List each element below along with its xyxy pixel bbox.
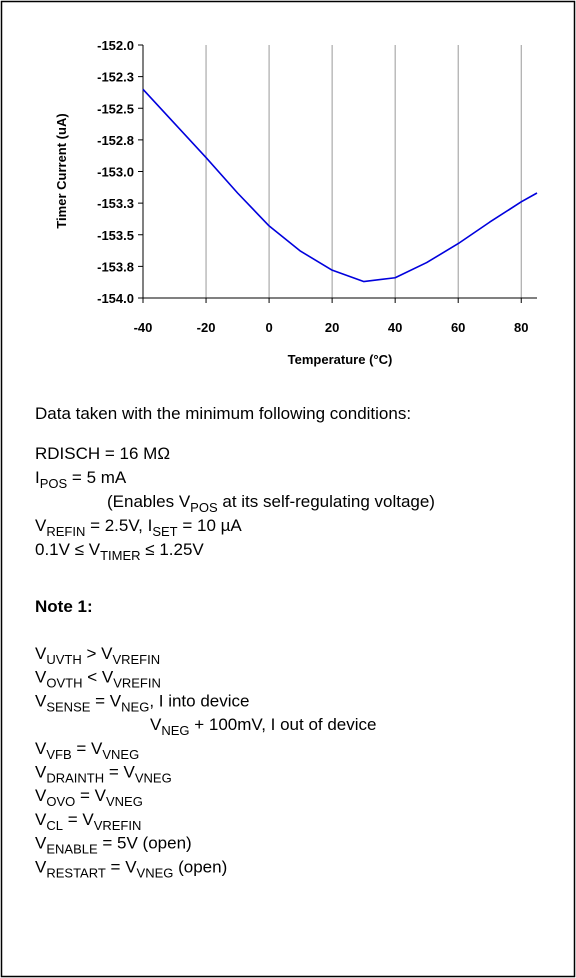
subscript: VNEG [135, 771, 172, 786]
text-run: V [35, 786, 47, 805]
subscript: OVTH [46, 676, 82, 691]
subscript: VNEG [137, 865, 174, 880]
text-line: VENABLE = 5V (open) [35, 834, 192, 857]
text-run: , I into device [149, 691, 249, 710]
subscript: ENABLE [46, 842, 98, 857]
x-tick-label: -40 [134, 320, 153, 335]
text-run: V [150, 715, 162, 734]
x-tick-label: 0 [265, 320, 272, 335]
subscript: RESTART [46, 865, 106, 880]
y-tick-label: -154.0 [97, 291, 134, 306]
text-run: V [35, 516, 47, 535]
text-line: VRESTART = VVNEG (open) [35, 857, 227, 880]
text-line: VCL = VVREFIN [35, 810, 141, 833]
text-line: IPOS = 5 mA [35, 468, 127, 491]
subscript: VREFIN [112, 652, 160, 667]
text-run: I [35, 468, 40, 487]
x-tick-label: 80 [514, 320, 528, 335]
text-line: VUVTH > VVREFIN [35, 644, 160, 667]
text-run: = 10 µA [178, 516, 243, 535]
y-tick-label: -153.3 [97, 196, 134, 211]
text-run: V [35, 644, 47, 663]
y-tick-label: -153.5 [97, 228, 134, 243]
text-run: V [35, 810, 47, 829]
text-run: (open) [173, 857, 227, 876]
subscript: DRAINTH [46, 771, 104, 786]
text-run: = 2.5V, I [85, 516, 152, 535]
y-tick-label: -152.0 [97, 38, 134, 53]
subscript: REFIN [46, 524, 85, 539]
text-run: V [35, 857, 47, 876]
text-run: = V [72, 739, 103, 758]
conditions-heading: Data taken with the minimum following co… [35, 404, 411, 423]
text-line: RDISCH = 16 MΩ [35, 444, 170, 463]
text-line: VREFIN = 2.5V, ISET = 10 µA [35, 516, 242, 539]
text-run: = V [90, 691, 121, 710]
text-line: VDRAINTH = VVNEG [35, 763, 172, 786]
subscript: POS [40, 476, 68, 491]
text-run: > V [82, 644, 113, 663]
subscript: VNEG [106, 794, 143, 809]
text-line: VSENSE = VNEG, I into device [35, 691, 249, 714]
text-line: 0.1V ≤ VTIMER ≤ 1.25V [35, 540, 204, 563]
y-tick-label: -152.3 [97, 70, 134, 85]
text-run: (Enables V [107, 492, 191, 511]
subscript: VREFIN [94, 818, 142, 833]
text-line: VNEG + 100mV, I out of device [150, 715, 376, 738]
text-run: = 5V (open) [98, 834, 192, 853]
subscript: TIMER [100, 548, 140, 563]
subscript: NEG [121, 699, 149, 714]
subscript: VNEG [102, 747, 139, 762]
text-run: < V [82, 668, 113, 687]
y-tick-label: -153.8 [97, 259, 134, 274]
subscript: VREFIN [113, 676, 161, 691]
text-run: V [35, 834, 47, 853]
text-line: (Enables VPOS at its self-regulating vol… [107, 492, 435, 515]
text-run: = V [63, 810, 94, 829]
subscript: SENSE [46, 699, 90, 714]
text-run: 0.1V ≤ V [35, 540, 101, 559]
text-run: V [35, 739, 47, 758]
y-tick-label: -152.5 [97, 101, 134, 116]
x-tick-label: 20 [325, 320, 339, 335]
subscript: SET [152, 524, 177, 539]
text-run: = V [104, 763, 135, 782]
x-tick-label: -20 [197, 320, 216, 335]
subscript: CL [46, 818, 63, 833]
data-line [142, 88, 538, 283]
y-tick-label: -153.0 [97, 165, 134, 180]
text-run: RDISCH = 16 MΩ [35, 444, 170, 463]
text-run: + 100mV, I out of device [190, 715, 377, 734]
text-run: V [35, 763, 47, 782]
text-run: = V [106, 857, 137, 876]
x-tick-label: 40 [388, 320, 402, 335]
subscript: POS [190, 500, 218, 515]
text-run: ≤ 1.25V [141, 540, 205, 559]
subscript: OVO [46, 794, 75, 809]
subscript: NEG [161, 723, 189, 738]
subscript: VFB [46, 747, 71, 762]
text-line: VOVO = VVNEG [35, 786, 143, 809]
text-run: V [35, 668, 47, 687]
text-run: V [35, 691, 47, 710]
subscript: UVTH [46, 652, 81, 667]
text-run: at its self-regulating voltage) [218, 492, 435, 511]
y-tick-label: -152.8 [97, 133, 134, 148]
note-heading: Note 1: [35, 597, 93, 616]
text-run: = V [75, 786, 106, 805]
text-line: VVFB = VVNEG [35, 739, 139, 762]
x-tick-label: 60 [451, 320, 465, 335]
x-axis-label: Temperature (°C) [288, 352, 393, 367]
y-axis-label: Timer Current (uA) [54, 113, 69, 228]
text-run: = 5 mA [67, 468, 127, 487]
text-line: VOVTH < VVREFIN [35, 668, 161, 691]
